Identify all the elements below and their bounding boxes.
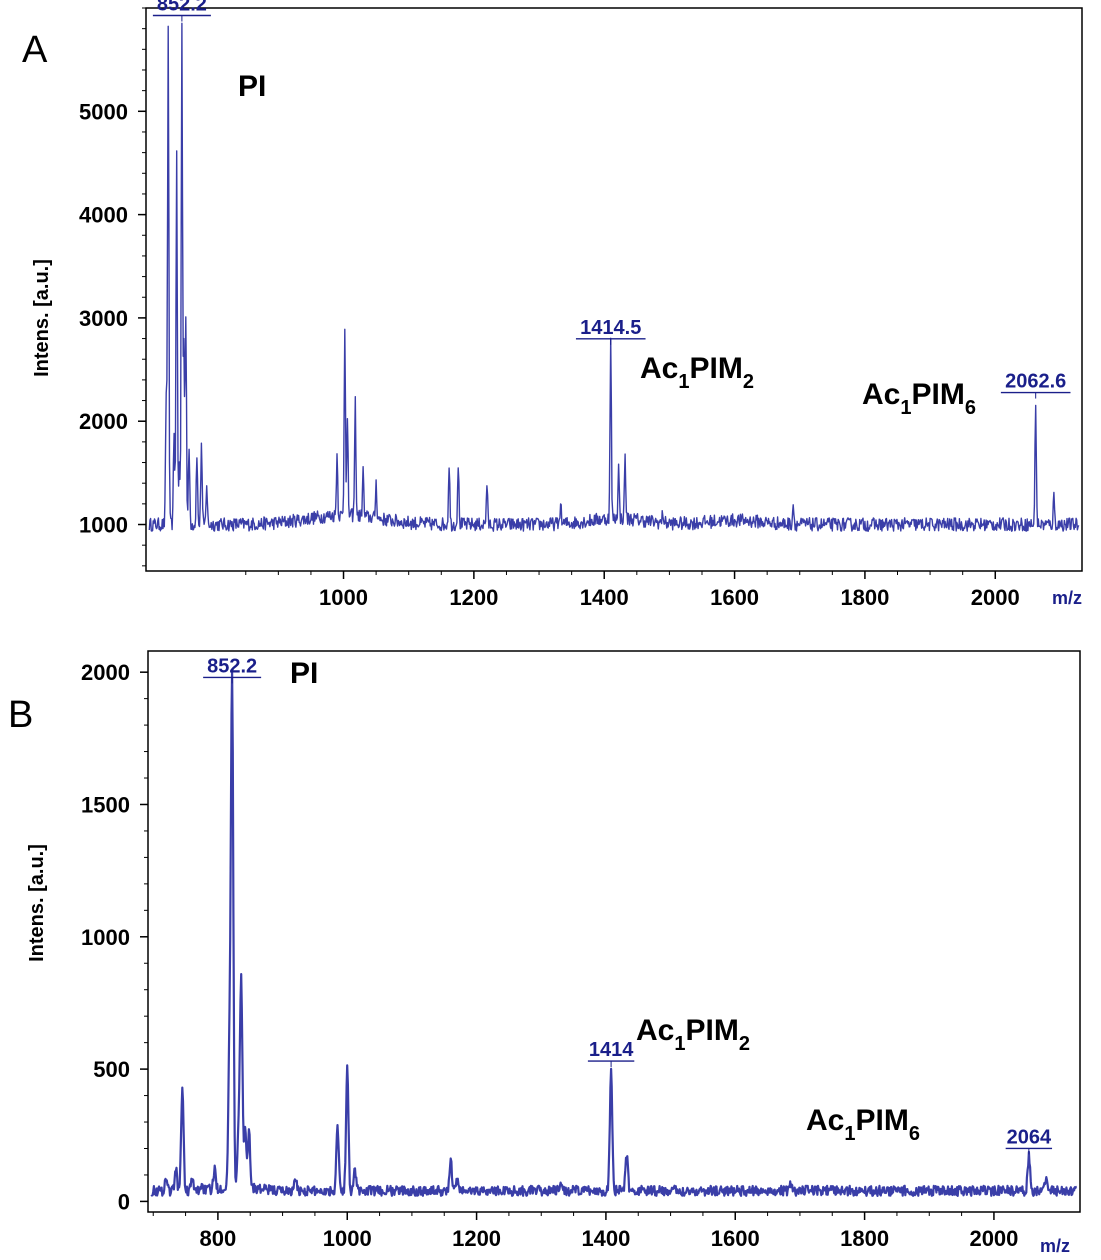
annotation-ac1pim2-a-ac: Ac — [640, 352, 678, 385]
y-tick-label: 3000 — [79, 306, 128, 331]
panel-letter-b: B — [8, 694, 33, 736]
annotation-ac1pim2-a: Ac1PIM2 — [640, 352, 754, 393]
peak-labels-a: 852.2 1414.5 2062.6 — [152, 0, 1071, 399]
annotation-pi-a: PI — [238, 70, 266, 103]
annotation-ac1pim6-b-pim: PIM — [855, 1104, 908, 1137]
annotation-ac1pim2-b-pim: PIM — [685, 1014, 738, 1047]
annotation-ac1pim2-b: Ac1PIM2 — [636, 1014, 750, 1055]
y-ticks-b: 0 500 1000 1500 2000 — [81, 660, 148, 1214]
annotation-ac1pim6-a: Ac1PIM6 — [862, 378, 976, 419]
annotation-pi-a-text: PI — [238, 70, 266, 103]
annotation-ac1pim6-a-sub1: 1 — [900, 397, 911, 419]
x-axis-unit-a: m/z — [1052, 588, 1082, 608]
y-tick-label: 1000 — [79, 513, 128, 538]
spectrum-series-b — [150, 670, 1078, 1197]
x-tick-label: 1400 — [581, 1226, 630, 1251]
y-tick-label: 4000 — [79, 203, 128, 228]
y-ticks-a: 1000 2000 3000 4000 5000 — [79, 7, 146, 567]
peak-labels-b: 852.2 1414 2064 — [203, 655, 1053, 1155]
x-axis-unit-b: m/z — [1040, 1236, 1070, 1256]
x-tick-label: 1000 — [319, 585, 368, 610]
x-tick-label: 1800 — [840, 585, 889, 610]
x-ticks-b: 800 1000 1200 1400 1600 1800 2000 — [152, 1212, 1018, 1251]
annotation-ac1pim2-a-sub1: 1 — [678, 371, 689, 393]
x-tick-label: 2000 — [971, 585, 1020, 610]
annotation-ac1pim6-a-ac: Ac — [862, 378, 900, 411]
annotation-ac1pim2-a-pim: PIM — [689, 352, 742, 385]
spectrum-series-a — [148, 22, 1080, 532]
y-axis-title-b: Intens. [a.u.] — [26, 844, 48, 962]
annotation-ac1pim2-b-sub1: 1 — [674, 1033, 685, 1055]
peak-label: 852.2 — [157, 0, 207, 15]
annotation-ac1pim6-b-ac: Ac — [806, 1104, 844, 1137]
annotation-ac1pim2-b-ac: Ac — [636, 1014, 674, 1047]
x-tick-label: 800 — [200, 1226, 237, 1251]
x-tick-label: 1600 — [711, 1226, 760, 1251]
y-tick-label: 5000 — [79, 99, 128, 124]
annotation-ac1pim2-b-sub2: 2 — [739, 1033, 750, 1055]
peak-label: 1414.5 — [580, 317, 641, 339]
annotation-ac1pim6-a-sub2: 6 — [965, 397, 976, 419]
annotation-ac1pim2-a-sub2: 2 — [743, 371, 754, 393]
annotation-pi-b-text: PI — [290, 657, 318, 690]
y-tick-label: 2000 — [79, 409, 128, 434]
y-tick-label: 500 — [93, 1057, 130, 1082]
plot-frame-a — [145, 7, 1083, 572]
x-tick-label: 2000 — [969, 1226, 1018, 1251]
x-tick-label: 1200 — [449, 585, 498, 610]
annotation-ac1pim6-a-pim: PIM — [911, 378, 964, 411]
panel-a: A 1000 1200 1400 1600 1800 2000 1000 2000 3000 4… — [22, 0, 1083, 610]
annotation-ac1pim6-b-sub1: 1 — [844, 1123, 855, 1145]
peak-label: 2064 — [1007, 1126, 1052, 1148]
peak-label: 852.2 — [207, 655, 257, 677]
annotation-ac1pim6-b-sub2: 6 — [909, 1123, 920, 1145]
x-ticks-a: 1000 1200 1400 1600 1800 2000 — [245, 571, 1020, 610]
x-tick-label: 1000 — [323, 1226, 372, 1251]
plot-frame-b — [147, 650, 1081, 1213]
panel-b: B 800 1000 1200 1400 1600 1800 2000 0 500 1000 15… — [8, 650, 1081, 1256]
y-tick-label: 1500 — [81, 792, 130, 817]
x-tick-label: 1400 — [580, 585, 629, 610]
y-tick-label: 0 — [118, 1189, 130, 1214]
peak-label: 1414 — [589, 1039, 634, 1061]
y-tick-label: 2000 — [81, 660, 130, 685]
y-axis-title-a: Intens. [a.u.] — [31, 259, 53, 377]
peak-label: 2062.6 — [1005, 371, 1066, 393]
annotation-ac1pim6-b: Ac1PIM6 — [806, 1104, 920, 1145]
x-tick-label: 1800 — [840, 1226, 889, 1251]
panel-letter-a: A — [22, 29, 48, 71]
annotation-pi-b: PI — [290, 657, 318, 690]
x-tick-label: 1200 — [452, 1226, 501, 1251]
x-tick-label: 1600 — [710, 585, 759, 610]
y-tick-label: 1000 — [81, 925, 130, 950]
